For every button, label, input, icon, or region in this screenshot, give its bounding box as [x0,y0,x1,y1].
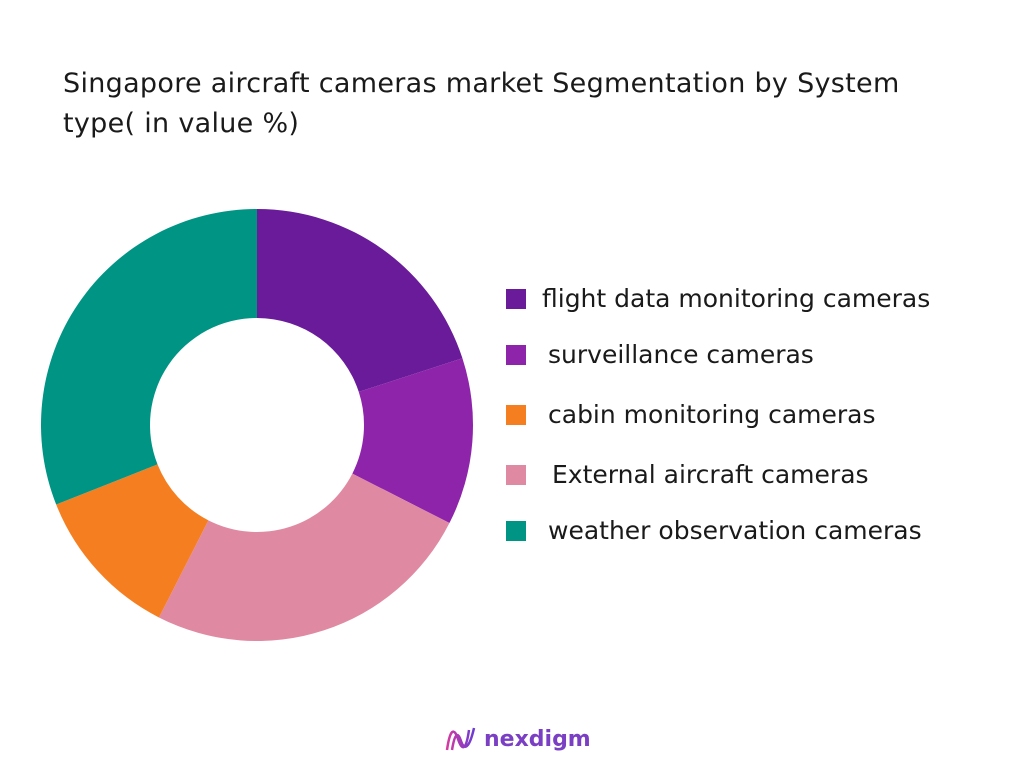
legend-label: weather observation cameras [548,516,922,545]
legend-item: cabin monitoring cameras [506,400,876,429]
legend-label: flight data monitoring cameras [542,284,931,313]
legend-swatch [506,344,526,365]
slice-external-aircraft-cameras [158,473,450,641]
logo-icon [445,727,476,751]
legend-swatch [506,404,526,425]
legend-label: surveillance cameras [548,340,814,369]
slice-cabin-monitoring-cameras [56,464,209,618]
legend-item: flight data monitoring cameras [506,284,930,313]
slice-weather-observation-cameras [41,209,257,505]
legend-item: weather observation cameras [506,516,922,545]
nexdigm-logo: nexdigm [444,724,591,754]
legend-swatch [506,288,526,309]
legend-label: cabin monitoring cameras [548,400,876,429]
logo-text: nexdigm [484,726,591,752]
legend-label: External aircraft cameras [552,460,869,489]
slice-surveillance-cameras [352,358,474,524]
chart-title: Singapore aircraft cameras market Segmen… [63,68,900,139]
slice-flight-data-monitoring-cameras [257,209,463,392]
legend-swatch [506,464,526,485]
legend-swatch [506,520,526,541]
legend-item: surveillance cameras [506,340,814,369]
legend-item: External aircraft cameras [506,460,869,489]
